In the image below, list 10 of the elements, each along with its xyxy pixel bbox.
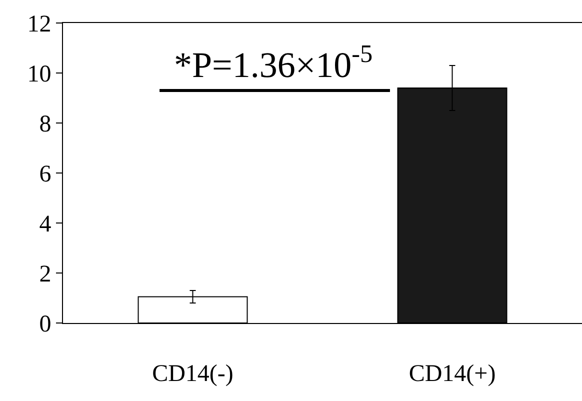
- y-tick-label: 6: [39, 161, 52, 188]
- y-tick-label: 10: [27, 61, 52, 88]
- y-tick-label: 12: [27, 11, 52, 38]
- annotation: *P=1.36×10$^{-5}$: [174, 41, 373, 86]
- y-tick-label: 0: [39, 311, 52, 338]
- x-tick-label: CD14(+): [408, 360, 496, 387]
- y-tick-label: 8: [39, 111, 52, 138]
- y-tick-label: 2: [39, 261, 52, 288]
- y-tick-label: 4: [39, 211, 52, 238]
- x-tick-label: CD14(-): [152, 360, 234, 387]
